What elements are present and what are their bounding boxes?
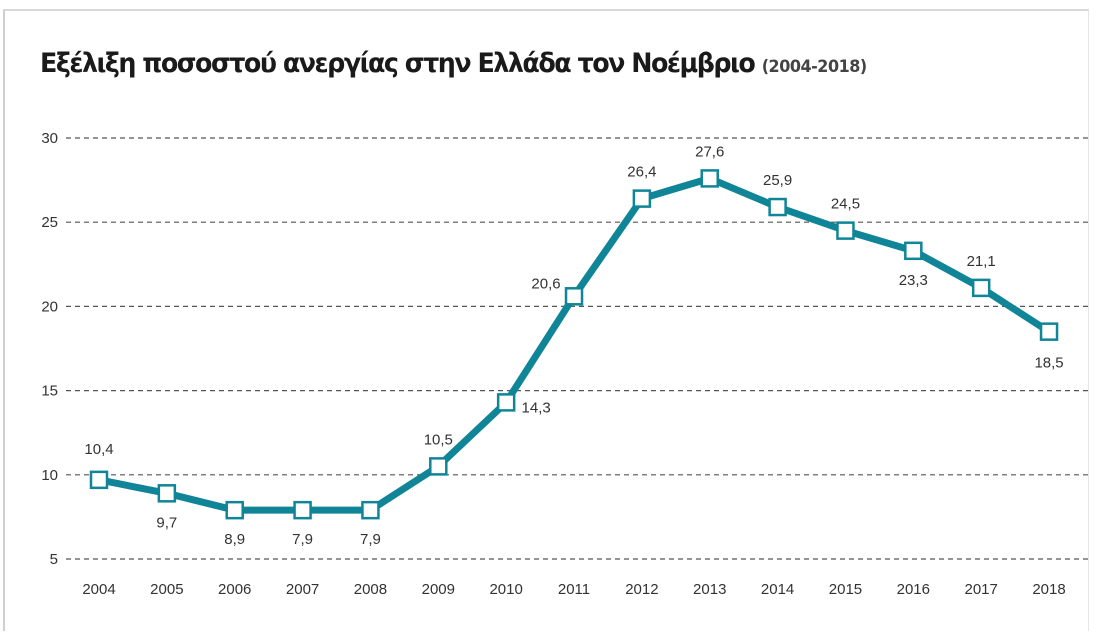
data-labels: 10,4 9,7 8,9 7,9 7,9 10,5 14,3 20,6 26,4 27,6 25,9… [84, 143, 1063, 548]
marker-2006 [225, 500, 244, 520]
x-tick-label-2013: 2013 [693, 581, 726, 598]
y-tick-label-15: 15 [41, 383, 58, 400]
data-label-2012: 26,4 [627, 164, 656, 181]
data-label-2018: 18,5 [1034, 355, 1063, 372]
x-tick-label-2005: 2005 [150, 581, 183, 598]
chart-title-text: Εξέλιξη ποσοστού ανεργίας στην Ελλάδα το… [40, 48, 756, 79]
marker-2012 [632, 189, 652, 208]
x-tick-label-2008: 2008 [354, 581, 387, 598]
data-label-2009: 10,5 [424, 431, 453, 448]
chart-title: Εξέλιξη ποσοστού ανεργίας στην Ελλάδα το… [40, 48, 867, 79]
series-line [95, 174, 1053, 514]
data-label-2010: 14,3 [522, 399, 551, 416]
chart-frame [3, 9, 1089, 631]
x-tick-label-2011: 2011 [558, 581, 590, 598]
y-tick-label-20: 20 [41, 298, 58, 315]
x-tick-label-2007: 2007 [286, 581, 319, 598]
x-tick-label-2014: 2014 [761, 581, 794, 598]
x-tick-label-2004: 2004 [82, 581, 115, 598]
marker-2018 [1039, 322, 1059, 341]
data-label-2014: 25,9 [763, 172, 792, 189]
marker-2007 [293, 500, 312, 520]
marker-2017 [971, 278, 991, 298]
y-tick-label-25: 25 [41, 214, 58, 231]
data-label-2004: 10,4 [84, 441, 113, 458]
marker-2005 [157, 484, 177, 503]
data-label-2006: 8,9 [224, 531, 245, 548]
y-tick-label-30: 30 [41, 130, 58, 147]
marker-2008 [361, 500, 380, 520]
y-tick-label-5: 5 [50, 551, 58, 568]
grid-lines [66, 137, 1088, 560]
x-tick-label-2015: 2015 [829, 581, 862, 598]
marker-2004 [89, 470, 109, 490]
y-tick-label-10: 10 [41, 467, 58, 484]
unemployment-line [95, 174, 1053, 514]
data-label-2013: 27,6 [695, 143, 724, 160]
marker-2016 [904, 241, 923, 261]
x-axis: 2004 2005 2006 2007 2008 2009 2010 2011 2012 2013… [82, 581, 1065, 598]
data-label-2007: 7,9 [292, 531, 313, 548]
marker-2013 [700, 169, 719, 188]
data-label-2011: 20,6 [531, 275, 560, 292]
data-label-2008: 7,9 [360, 531, 381, 548]
marker-2011 [564, 287, 584, 306]
data-label-2017: 21,1 [967, 253, 996, 270]
marker-2015 [836, 221, 855, 240]
data-label-2016: 23,3 [899, 272, 928, 289]
marker-2009 [429, 457, 448, 476]
x-tick-label-2018: 2018 [1032, 581, 1065, 598]
chart-subtitle: (2004-2018) [761, 57, 867, 77]
x-tick-label-2016: 2016 [897, 581, 930, 598]
x-tick-label-2010: 2010 [489, 581, 522, 598]
y-axis: 5 10 15 20 25 30 [41, 130, 58, 568]
x-tick-label-2012: 2012 [625, 581, 658, 598]
data-label-2005: 9,7 [156, 514, 177, 531]
x-tick-label-2006: 2006 [218, 581, 251, 598]
data-label-2015: 24,5 [831, 196, 860, 213]
x-tick-label-2017: 2017 [964, 581, 997, 598]
marker-2014 [768, 197, 787, 217]
x-tick-label-2009: 2009 [422, 581, 455, 598]
marker-2010 [496, 393, 516, 412]
data-markers [89, 169, 1059, 520]
